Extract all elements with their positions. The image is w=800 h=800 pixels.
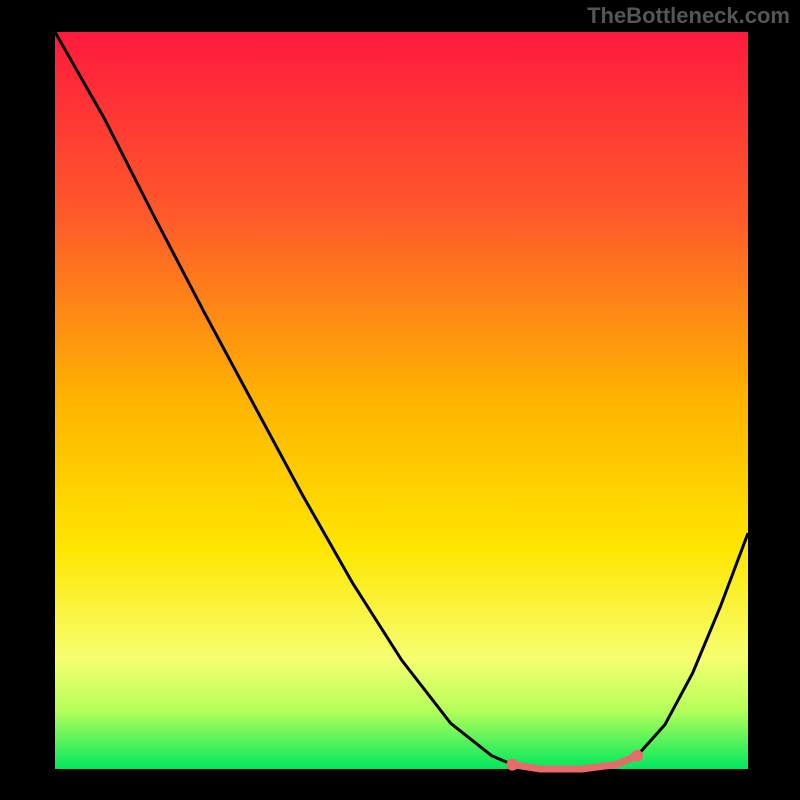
highlight-segment [512,756,637,769]
highlight-start-dot [506,759,518,771]
watermark-text: TheBottleneck.com [587,3,790,29]
highlight-end-dot [631,750,643,762]
curve-overlay [0,0,800,800]
bottleneck-curve [55,32,748,769]
chart-container: TheBottleneck.com [0,0,800,800]
